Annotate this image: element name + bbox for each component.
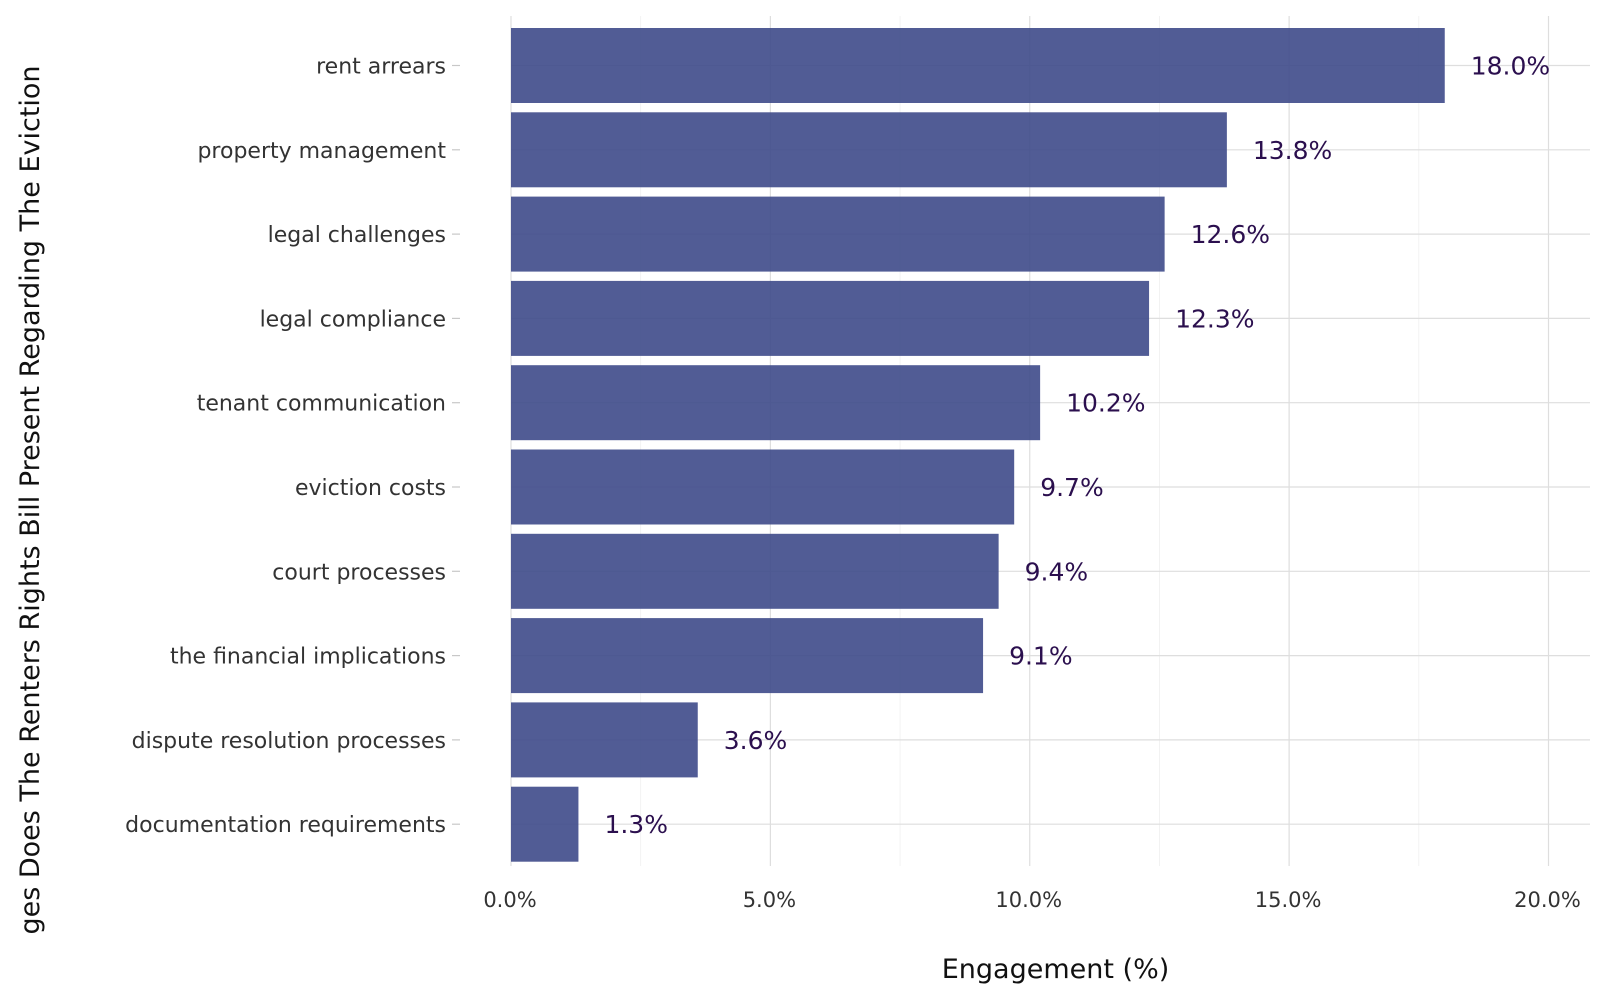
bar	[511, 786, 579, 862]
value-labels: 18.0% 13.8% 12.6% 12.3% 10.2% 9.7% 9.4% 9.1% 3.6…	[604, 52, 1550, 840]
x-tick-label: 20.0%	[1514, 888, 1581, 912]
category-label: eviction costs	[295, 476, 446, 501]
x-tick-labels: 0.0% 5.0% 10.0% 15.0% 20.0%	[483, 888, 1581, 912]
data-label: 1.3%	[604, 810, 668, 839]
data-label: 9.1%	[1009, 642, 1073, 671]
x-tick-label: 0.0%	[483, 888, 536, 912]
category-label: property management	[197, 139, 446, 164]
data-label: 18.0%	[1471, 52, 1550, 81]
bar	[511, 533, 999, 609]
data-label: 9.7%	[1040, 473, 1104, 502]
bar	[511, 449, 1015, 525]
data-label: 9.4%	[1025, 557, 1089, 586]
x-axis-title: Engagement (%)	[942, 954, 1170, 985]
bar	[511, 365, 1041, 441]
data-label: 3.6%	[724, 726, 788, 755]
category-label: legal compliance	[260, 307, 446, 332]
bar	[511, 28, 1445, 103]
x-tick-label: 5.0%	[743, 888, 796, 912]
data-label: 10.2%	[1066, 389, 1145, 418]
bar	[511, 280, 1150, 356]
data-label: 12.3%	[1175, 304, 1254, 333]
x-tick-label: 15.0%	[1255, 888, 1322, 912]
category-label: court processes	[272, 560, 446, 585]
bars	[511, 28, 1445, 862]
y-axis-title: ges Does The Renters Rights Bill Present…	[15, 65, 46, 934]
bar	[511, 196, 1165, 272]
category-label: tenant communication	[197, 392, 446, 417]
category-label: rent arrears	[316, 55, 446, 80]
category-label: the financial implications	[170, 645, 446, 670]
bar	[511, 618, 984, 694]
bar	[511, 702, 698, 778]
bar	[511, 112, 1227, 188]
category-labels: rent arrears property management legal cha…	[125, 55, 446, 839]
category-label: legal challenges	[268, 223, 446, 248]
category-label: documentation requirements	[125, 813, 446, 838]
data-label: 12.6%	[1191, 220, 1270, 249]
category-label: dispute resolution processes	[132, 729, 446, 754]
data-label: 13.8%	[1253, 136, 1332, 165]
x-tick-label: 10.0%	[995, 888, 1062, 912]
